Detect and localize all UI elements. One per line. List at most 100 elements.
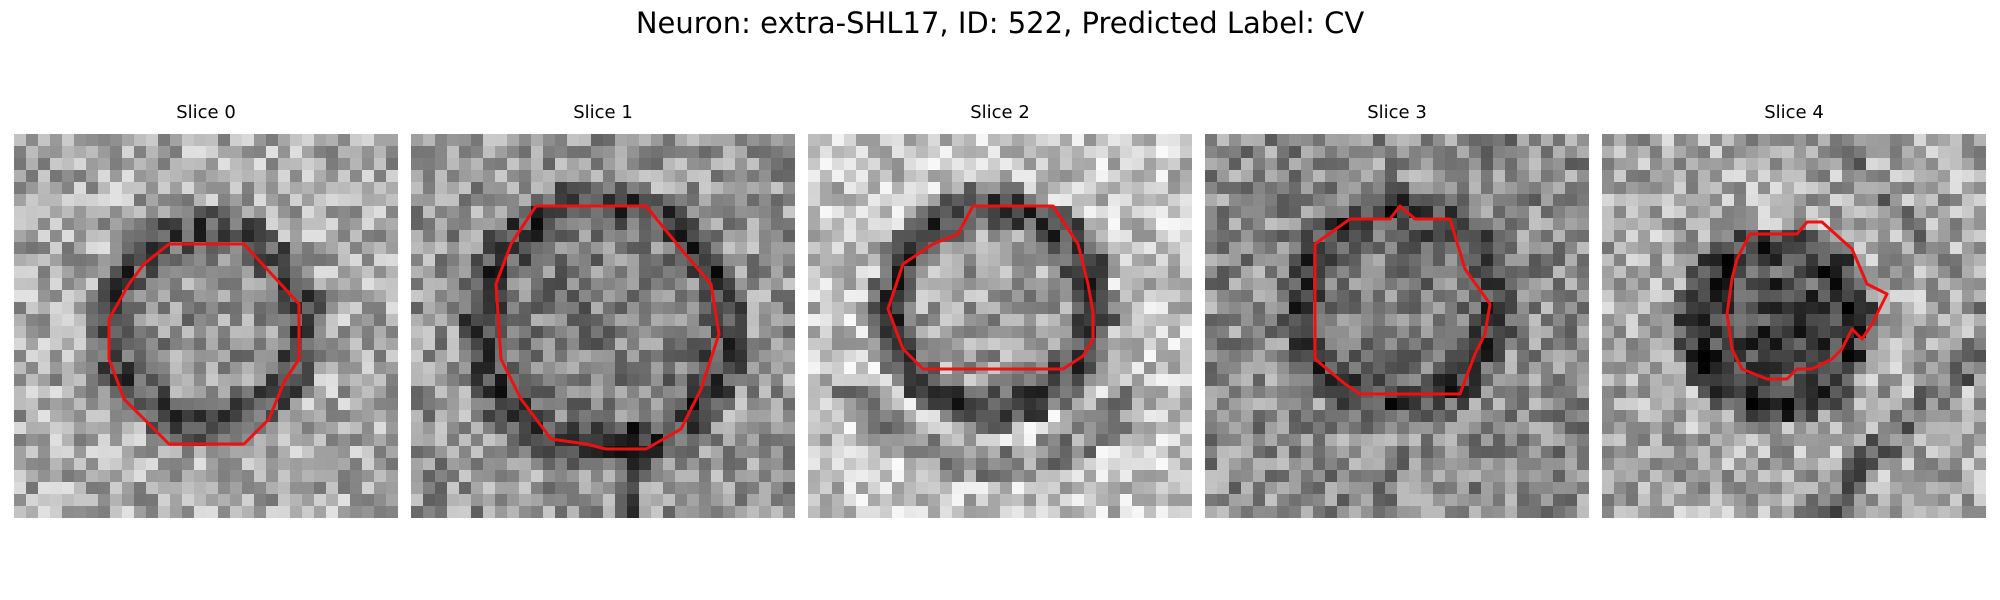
pixel	[1265, 470, 1278, 483]
pixel	[868, 350, 881, 363]
pixel	[110, 434, 123, 447]
pixel	[1890, 182, 1903, 195]
pixel	[820, 506, 833, 518]
pixel	[74, 446, 87, 459]
pixel	[1048, 494, 1061, 507]
pixel	[62, 302, 75, 315]
pixel	[1180, 218, 1192, 231]
pixel	[820, 482, 833, 495]
pixel	[326, 398, 339, 411]
pixel	[1048, 182, 1061, 195]
pixel	[952, 446, 965, 459]
pixel	[1866, 410, 1879, 423]
pixel	[386, 134, 398, 147]
pixel	[86, 302, 99, 315]
pixel	[62, 458, 75, 471]
pixel	[350, 218, 363, 231]
pixel	[747, 158, 760, 171]
pixel	[1120, 254, 1133, 267]
pixel	[844, 302, 857, 315]
pixel	[940, 350, 953, 363]
pixel	[1818, 290, 1831, 303]
pixel	[411, 326, 424, 339]
pixel	[1650, 206, 1663, 219]
pixel	[783, 158, 795, 171]
pixel	[314, 194, 327, 207]
pixel	[1722, 398, 1735, 411]
pixel	[38, 326, 51, 339]
pixel	[1229, 350, 1242, 363]
pixel	[1132, 446, 1145, 459]
pixel	[459, 458, 472, 471]
pixel	[1096, 374, 1109, 387]
pixel	[26, 362, 39, 375]
pixel	[1746, 458, 1759, 471]
pixel	[1397, 458, 1410, 471]
pixel	[1842, 362, 1855, 375]
pixel	[1553, 278, 1566, 291]
pixel	[1301, 458, 1314, 471]
pixel	[1072, 494, 1085, 507]
pixel	[1734, 170, 1747, 183]
pixel	[86, 170, 99, 183]
pixel	[266, 182, 279, 195]
pixel	[1962, 410, 1975, 423]
pixel	[423, 314, 436, 327]
pixel	[350, 326, 363, 339]
pixel	[1650, 182, 1663, 195]
figure-title: Neuron: extra-SHL17, ID: 522, Predicted …	[0, 6, 2000, 40]
pixel	[447, 134, 460, 147]
pixel	[711, 482, 724, 495]
pixel	[242, 290, 255, 303]
pixel	[1385, 134, 1398, 147]
pixel	[1541, 170, 1554, 183]
pixel	[844, 218, 857, 231]
pixel	[1132, 434, 1145, 447]
pixel	[447, 302, 460, 315]
pixel	[856, 302, 869, 315]
pixel	[615, 290, 628, 303]
pixel	[832, 290, 845, 303]
pixel	[639, 302, 652, 315]
pixel	[1565, 350, 1578, 363]
pixel	[651, 506, 664, 518]
pixel	[1866, 398, 1879, 411]
pixel	[531, 170, 544, 183]
pixel	[1878, 386, 1891, 399]
pixel	[206, 350, 219, 363]
pixel	[1180, 146, 1192, 159]
pixel	[711, 470, 724, 483]
pixel	[1505, 494, 1518, 507]
pixel	[735, 194, 748, 207]
pixel	[1794, 134, 1807, 147]
pixel	[1253, 230, 1266, 243]
slice-title-0: Slice 0	[14, 100, 398, 126]
pixel	[531, 302, 544, 315]
pixel	[1156, 350, 1169, 363]
pixel	[1770, 194, 1783, 207]
pixel	[735, 446, 748, 459]
pixel	[579, 290, 592, 303]
pixel	[988, 170, 1001, 183]
pixel	[783, 374, 795, 387]
pixel	[62, 374, 75, 387]
pixel	[1349, 350, 1362, 363]
pixel	[627, 254, 640, 267]
pixel	[1024, 494, 1037, 507]
pixel	[988, 506, 1001, 518]
pixel	[314, 338, 327, 351]
pixel	[1638, 170, 1651, 183]
pixel	[1818, 194, 1831, 207]
pixel	[1132, 458, 1145, 471]
pixel	[639, 482, 652, 495]
pixel	[1734, 290, 1747, 303]
pixel	[591, 338, 604, 351]
pixel	[1433, 194, 1446, 207]
pixel	[675, 194, 688, 207]
pixel	[723, 398, 736, 411]
pixel	[146, 170, 159, 183]
pixel	[266, 314, 279, 327]
pixel	[543, 326, 556, 339]
pixel	[1698, 410, 1711, 423]
pixel	[1445, 194, 1458, 207]
